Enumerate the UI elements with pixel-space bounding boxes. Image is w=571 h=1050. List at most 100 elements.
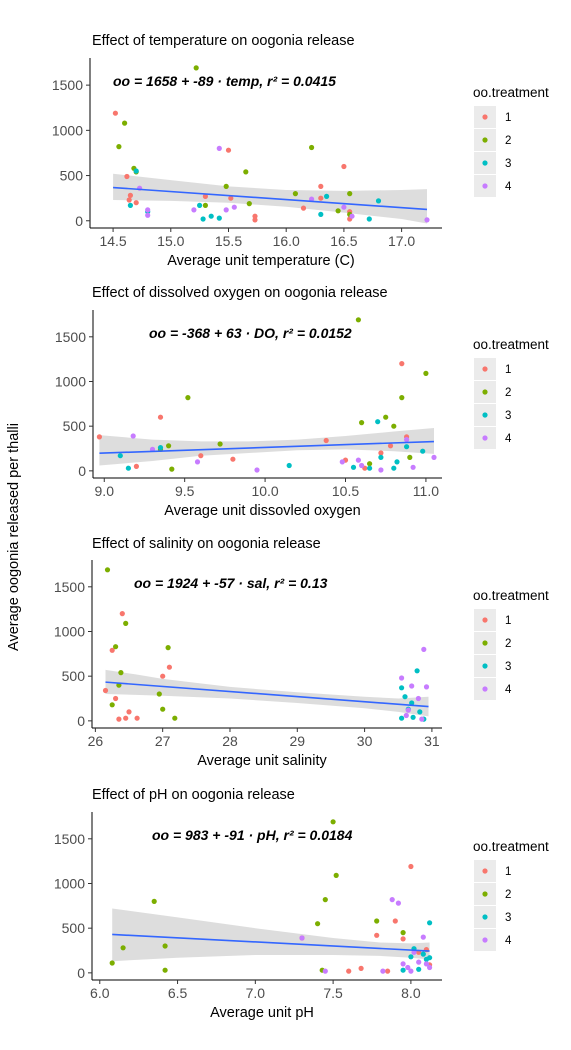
data-point-treatment-1 [198, 453, 204, 459]
data-point-treatment-4 [408, 968, 414, 974]
data-point-treatment-3 [197, 202, 203, 208]
legend-label: 4 [505, 181, 512, 193]
data-point-treatment-1 [126, 709, 132, 715]
data-point-treatment-4 [309, 196, 315, 202]
chart-title: Effect of pH on oogonia release [92, 787, 295, 803]
legend: oo.treatment 1 2 3 4 [473, 839, 549, 951]
legend-title: oo.treatment [473, 588, 549, 603]
data-point-treatment-1 [225, 147, 232, 153]
data-point-treatment-1 [385, 968, 391, 974]
data-point-treatment-1 [300, 205, 307, 211]
data-point-treatment-4 [415, 695, 421, 702]
legend-swatch-2 [482, 389, 488, 395]
legend-swatch-1 [482, 366, 488, 372]
data-point-treatment-2 [193, 65, 199, 71]
legend-title: oo.treatment [473, 85, 549, 100]
legend-label: 2 [505, 889, 511, 901]
data-point-treatment-4 [145, 207, 151, 213]
data-point-treatment-2 [330, 819, 336, 825]
data-point-treatment-2 [113, 644, 119, 650]
y-tick-label: 1000 [55, 373, 86, 389]
data-point-treatment-1 [127, 192, 133, 198]
data-point-treatment-1 [133, 200, 139, 206]
legend-label: 3 [505, 158, 511, 170]
data-point-treatment-2 [151, 898, 157, 905]
chart-title: Effect of temperature on oogonia release [92, 33, 355, 49]
data-point-treatment-4 [380, 968, 386, 974]
data-point-treatment-1 [341, 163, 347, 170]
data-point-treatment-1 [318, 195, 324, 201]
x-tick-label: 10.0 [251, 483, 278, 499]
data-point-treatment-3 [200, 216, 206, 222]
data-point-treatment-2 [400, 930, 406, 936]
legend-title: oo.treatment [473, 839, 549, 854]
data-point-treatment-2 [118, 670, 124, 676]
chart-panel-1: Effect of temperature on oogonia release… [52, 33, 549, 269]
confidence-band [112, 908, 430, 962]
legend-swatch-2 [482, 137, 488, 143]
x-tick-label: 15.0 [157, 233, 184, 249]
data-point-treatment-2 [165, 645, 171, 651]
data-point-treatment-4 [378, 467, 384, 473]
data-point-treatment-1 [228, 195, 234, 201]
data-point-treatment-1 [374, 932, 380, 938]
legend: oo.treatment 1 2 3 4 [473, 337, 549, 449]
y-tick-label: 500 [60, 168, 84, 184]
data-point-treatment-3 [404, 444, 410, 450]
x-tick-label: 28 [222, 733, 238, 749]
data-point-treatment-2 [335, 208, 341, 214]
legend-swatch-3 [482, 663, 488, 669]
data-point-treatment-3 [402, 694, 408, 700]
data-point-treatment-1 [346, 968, 352, 974]
data-point-treatment-3 [378, 454, 384, 460]
data-point-treatment-1 [202, 193, 208, 199]
data-point-treatment-4 [389, 897, 395, 903]
data-point-treatment-2 [169, 466, 175, 472]
data-point-treatment-4 [410, 464, 416, 470]
legend-swatch-1 [482, 114, 488, 120]
data-point-treatment-1 [392, 918, 398, 924]
y-tick-label: 1500 [54, 579, 85, 595]
data-point-treatment-1 [96, 434, 102, 440]
data-point-treatment-4 [421, 646, 427, 653]
chart-panel-3: Effect of salinity on oogonia release 26 2… [54, 536, 549, 769]
y-tick-label: 1000 [52, 122, 83, 138]
x-tick-label: 7.0 [246, 985, 266, 1001]
legend-swatch-2 [482, 891, 488, 897]
data-point-treatment-3 [375, 419, 381, 425]
data-point-treatment-4 [349, 213, 355, 219]
data-point-treatment-2 [355, 317, 361, 323]
data-point-treatment-3 [410, 714, 416, 720]
data-point-treatment-4 [404, 437, 410, 443]
data-point-treatment-4 [405, 707, 411, 713]
data-point-treatment-4 [341, 204, 347, 210]
data-point-treatment-3 [420, 951, 426, 957]
confidence-band [105, 669, 429, 717]
legend-title: oo.treatment [473, 337, 549, 352]
regression-line [99, 440, 434, 455]
legend-label: 1 [505, 615, 511, 627]
data-point-treatment-1 [387, 443, 394, 449]
x-tick-label: 17.0 [388, 233, 415, 249]
data-point-treatment-4 [359, 462, 365, 469]
x-tick-label: 16.5 [330, 233, 357, 249]
data-point-treatment-3 [417, 709, 423, 715]
data-point-treatment-3 [125, 465, 131, 471]
data-point-treatment-2 [399, 395, 405, 401]
x-tick-label: 14.5 [99, 233, 126, 249]
data-point-treatment-2 [162, 967, 168, 973]
data-point-treatment-2 [407, 454, 413, 460]
data-point-treatment-2 [120, 945, 126, 951]
y-tick-label: 1500 [55, 329, 86, 345]
data-point-treatment-3 [117, 453, 123, 459]
regression-equation: oo = 1924 + -57 · sal, r² = 0.13 [134, 575, 328, 591]
data-point-treatment-4 [416, 959, 422, 965]
data-point-treatment-1 [134, 715, 140, 721]
data-point-treatment-2 [156, 691, 162, 697]
data-point-treatment-1 [124, 173, 130, 180]
data-point-treatment-1 [318, 183, 324, 189]
data-point-treatment-3 [427, 920, 433, 926]
data-point-treatment-3 [127, 202, 133, 208]
x-axis-label: Average unit dissovled oxygen [164, 503, 360, 519]
